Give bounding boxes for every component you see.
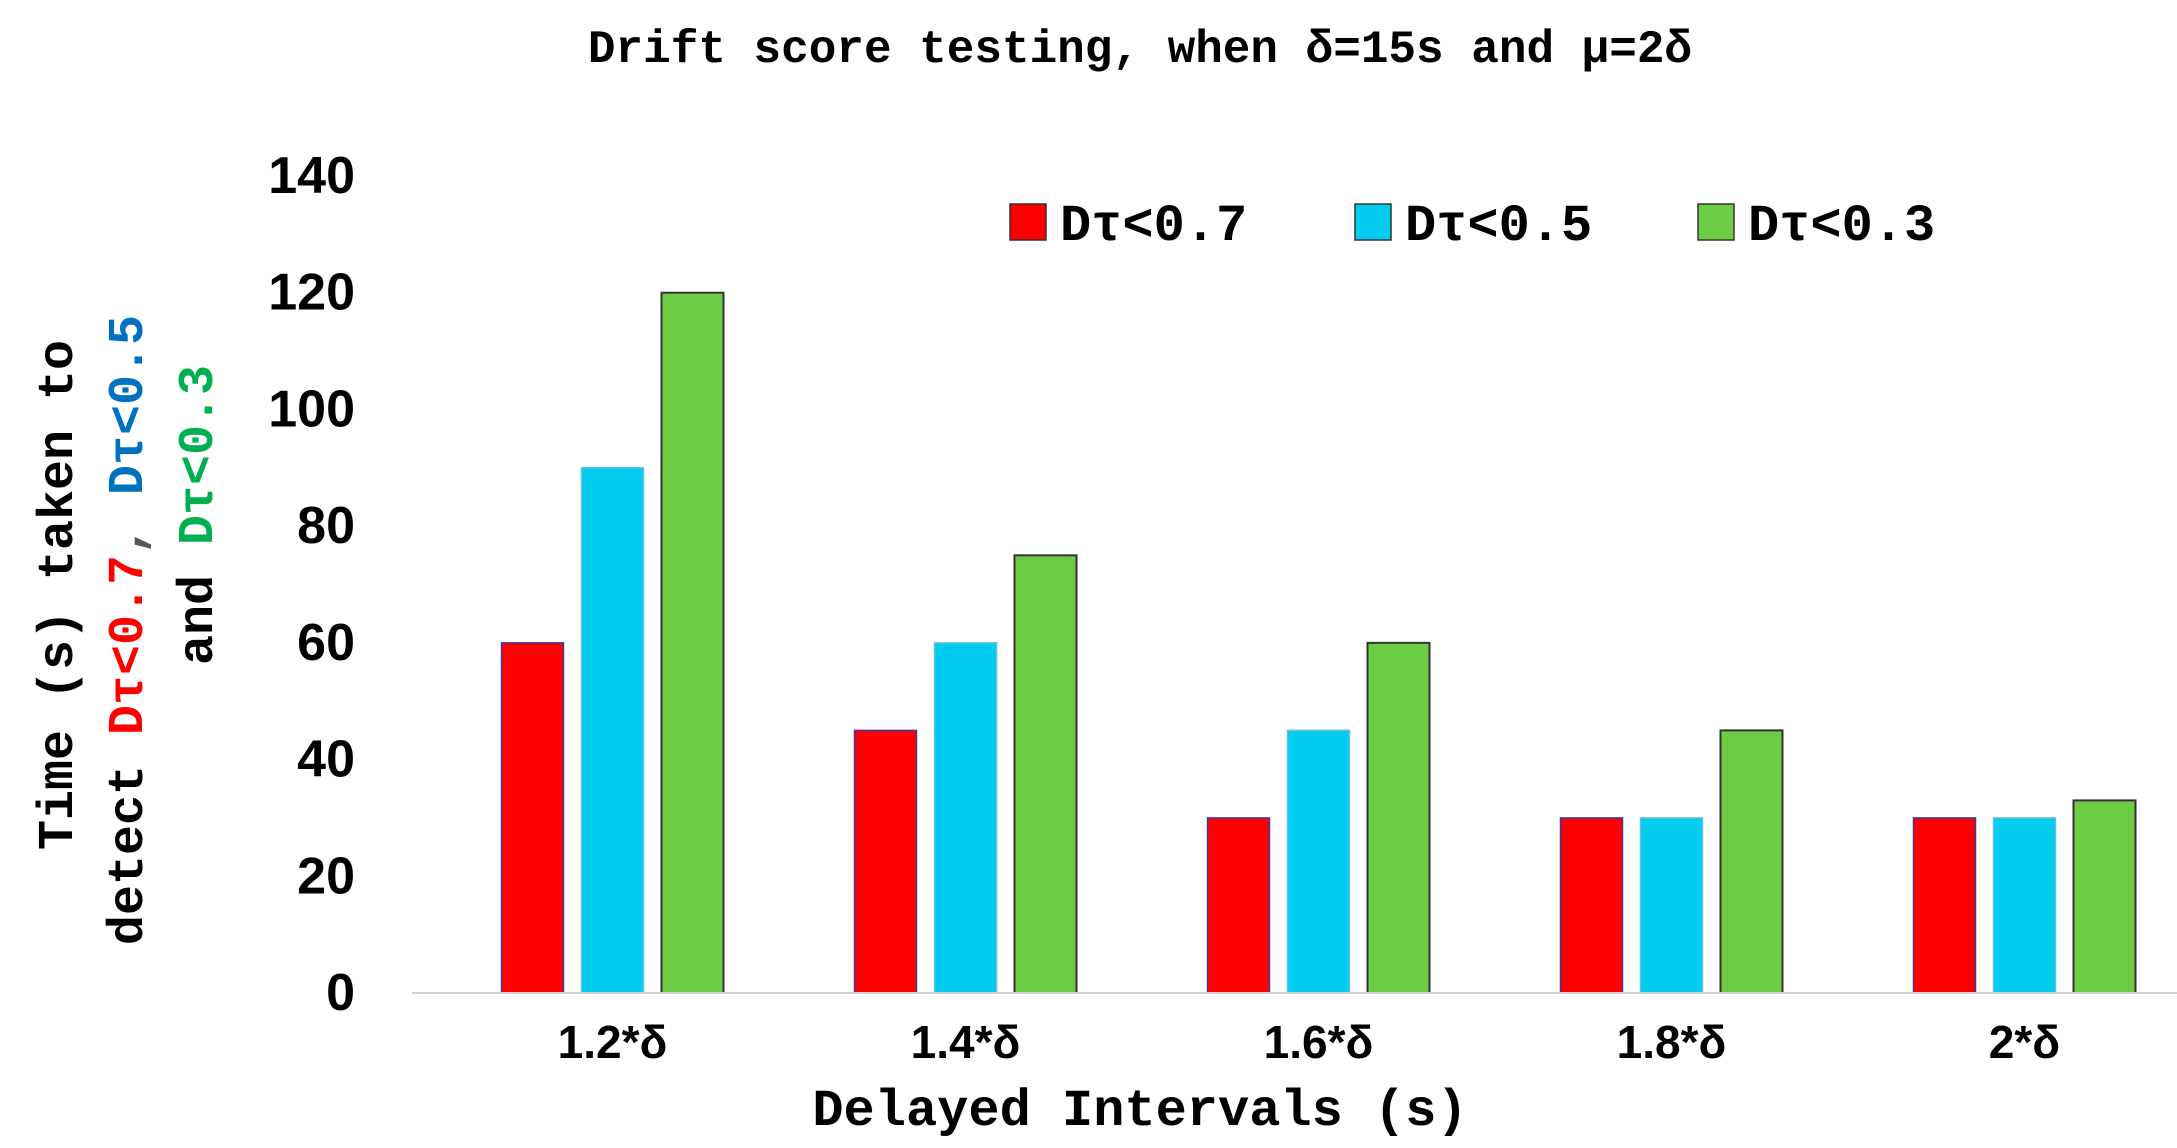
bar-Dτ<0.3 (1366, 641, 1431, 994)
legend-label: Dτ<0.7 (1060, 197, 1247, 256)
legend-swatch (1009, 203, 1047, 241)
y-tick-label: 100 (268, 380, 355, 438)
legend-swatch (1697, 203, 1735, 241)
legend-label: Dτ<0.3 (1748, 197, 1935, 256)
bar-Dτ<0.5 (1639, 817, 1704, 994)
x-tick-label: 1.6*δ (1264, 1016, 1374, 1068)
x-tick-label: 1.4*δ (911, 1016, 1021, 1068)
y-tick-label: 0 (326, 964, 355, 1022)
bar-Dτ<0.7 (1912, 817, 1977, 994)
x-axis-label: Delayed Intervals (s) (812, 1082, 1467, 1141)
y-tick-label: 140 (268, 147, 355, 205)
bar-Dτ<0.7 (1206, 817, 1271, 994)
y-tick-label: 120 (268, 264, 355, 322)
bar-Dτ<0.5 (1992, 817, 2057, 994)
y-axis-label-line2: detect Dτ<0.7, Dτ<0.5 (101, 315, 158, 945)
bar-Dτ<0.3 (1719, 729, 1784, 995)
x-tick-label: 1.8*δ (1617, 1016, 1727, 1068)
y-label-blue: Dτ<0.5 (101, 315, 158, 495)
legend-label: Dτ<0.5 (1405, 197, 1592, 256)
y-tick-label: 80 (297, 497, 355, 555)
bar-Dτ<0.5 (1286, 729, 1351, 994)
legend: Dτ<0.7 Dτ<0.5 Dτ<0.3 (1009, 197, 1935, 256)
bar-Dτ<0.3 (2072, 799, 2137, 995)
bar-Dτ<0.3 (660, 291, 725, 994)
bar-Dτ<0.7 (1559, 817, 1624, 994)
y-tick-label: 20 (297, 847, 355, 905)
x-tick-label: 2*δ (1989, 1016, 2060, 1068)
x-tick-label: 1.2*δ (558, 1016, 668, 1068)
y-axis-label-line3: and Dτ<0.3 (171, 365, 228, 665)
chart-title: Drift score testing, when δ=15s and μ=2δ (588, 24, 1692, 76)
y-tick-label: 60 (297, 614, 355, 672)
bar-Dτ<0.5 (933, 642, 998, 994)
y-label-and: and (171, 545, 228, 665)
bars (500, 291, 2137, 995)
y-axis-label-line1: Time (s) taken to (31, 340, 88, 850)
x-tick-labels: 1.2*δ 1.4*δ 1.6*δ 1.8*δ 2*δ (558, 1016, 2061, 1068)
y-tick-labels: 0 20 40 60 80 100 120 140 (268, 147, 355, 1022)
bar-Dτ<0.5 (580, 467, 645, 994)
y-tick-label: 40 (297, 731, 355, 789)
legend-swatch (1354, 203, 1392, 241)
y-label-green: Dτ<0.3 (171, 365, 228, 545)
bar-Dτ<0.7 (853, 729, 918, 994)
bar-Dτ<0.7 (500, 642, 565, 994)
bar-Dτ<0.3 (1013, 554, 1078, 994)
y-label-separator: , (101, 495, 158, 555)
y-label-detect: detect (101, 735, 158, 945)
y-label-red: Dτ<0.7 (101, 555, 158, 735)
